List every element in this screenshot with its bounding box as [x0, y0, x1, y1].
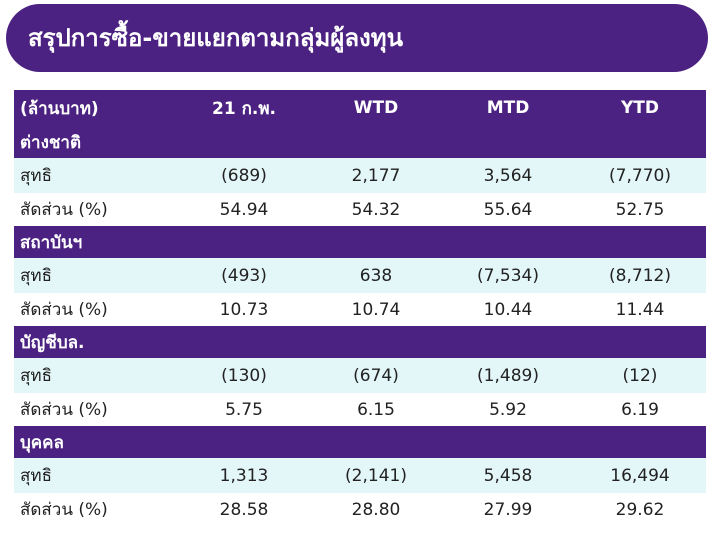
- cell-value: 11.44: [574, 293, 706, 326]
- group-row-institutional: สถาบันฯ: [14, 226, 706, 258]
- table-row: สุทธิ (130) (674) (1,489) (12): [14, 358, 706, 393]
- cell-value: 2,177: [310, 158, 442, 193]
- cell-value: 1,313: [178, 458, 310, 493]
- cell-value: 3,564: [442, 158, 574, 193]
- cell-value: (493): [178, 258, 310, 293]
- table-row: สุทธิ (689) 2,177 3,564 (7,770): [14, 158, 706, 193]
- col-header-ytd: YTD: [574, 90, 706, 126]
- page-title: สรุปการซื้อ-ขายแยกตามกลุ่มผู้ลงทุน: [28, 24, 403, 52]
- row-label: สัดส่วน (%): [14, 193, 178, 226]
- row-label: สุทธิ: [14, 258, 178, 293]
- header-row: (ล้านบาท) 21 ก.พ. WTD MTD YTD: [14, 90, 706, 126]
- cell-value: 54.94: [178, 193, 310, 226]
- group-label: บุคคล: [14, 426, 706, 458]
- cell-value: 28.80: [310, 493, 442, 526]
- cell-value: 638: [310, 258, 442, 293]
- table-row: สัดส่วน (%) 10.73 10.74 10.44 11.44: [14, 293, 706, 326]
- cell-value: (8,712): [574, 258, 706, 293]
- group-row-foreign: ต่างชาติ: [14, 126, 706, 158]
- title-banner: สรุปการซื้อ-ขายแยกตามกลุ่มผู้ลงทุน: [6, 4, 708, 72]
- cell-value: 10.74: [310, 293, 442, 326]
- cell-value: (2,141): [310, 458, 442, 493]
- group-label: ต่างชาติ: [14, 126, 706, 158]
- cell-value: 10.44: [442, 293, 574, 326]
- cell-value: 5.92: [442, 393, 574, 426]
- cell-value: 52.75: [574, 193, 706, 226]
- cell-value: 5.75: [178, 393, 310, 426]
- cell-value: 27.99: [442, 493, 574, 526]
- table-row: สัดส่วน (%) 54.94 54.32 55.64 52.75: [14, 193, 706, 226]
- row-label: สุทธิ: [14, 158, 178, 193]
- group-label: สถาบันฯ: [14, 226, 706, 258]
- row-label: สุทธิ: [14, 458, 178, 493]
- cell-value: 10.73: [178, 293, 310, 326]
- row-label: สัดส่วน (%): [14, 493, 178, 526]
- unit-header: (ล้านบาท): [14, 90, 178, 126]
- table-row: สุทธิ (493) 638 (7,534) (8,712): [14, 258, 706, 293]
- col-header-wtd: WTD: [310, 90, 442, 126]
- cell-value: 6.19: [574, 393, 706, 426]
- table-row: สัดส่วน (%) 5.75 6.15 5.92 6.19: [14, 393, 706, 426]
- cell-value: 6.15: [310, 393, 442, 426]
- cell-value: (7,770): [574, 158, 706, 193]
- group-row-proprietary: บัญชีบล.: [14, 326, 706, 358]
- cell-value: 55.64: [442, 193, 574, 226]
- cell-value: (130): [178, 358, 310, 393]
- group-label: บัญชีบล.: [14, 326, 706, 358]
- cell-value: 28.58: [178, 493, 310, 526]
- group-row-individual: บุคคล: [14, 426, 706, 458]
- table-row: สัดส่วน (%) 28.58 28.80 27.99 29.62: [14, 493, 706, 526]
- col-header-date: 21 ก.พ.: [178, 90, 310, 126]
- cell-value: 29.62: [574, 493, 706, 526]
- cell-value: (12): [574, 358, 706, 393]
- investor-summary-table: (ล้านบาท) 21 ก.พ. WTD MTD YTD ต่างชาติ ส…: [14, 90, 706, 526]
- row-label: สัดส่วน (%): [14, 293, 178, 326]
- col-header-mtd: MTD: [442, 90, 574, 126]
- table-row: สุทธิ 1,313 (2,141) 5,458 16,494: [14, 458, 706, 493]
- row-label: สุทธิ: [14, 358, 178, 393]
- cell-value: (7,534): [442, 258, 574, 293]
- cell-value: (689): [178, 158, 310, 193]
- cell-value: 5,458: [442, 458, 574, 493]
- row-label: สัดส่วน (%): [14, 393, 178, 426]
- cell-value: 54.32: [310, 193, 442, 226]
- cell-value: 16,494: [574, 458, 706, 493]
- cell-value: (1,489): [442, 358, 574, 393]
- cell-value: (674): [310, 358, 442, 393]
